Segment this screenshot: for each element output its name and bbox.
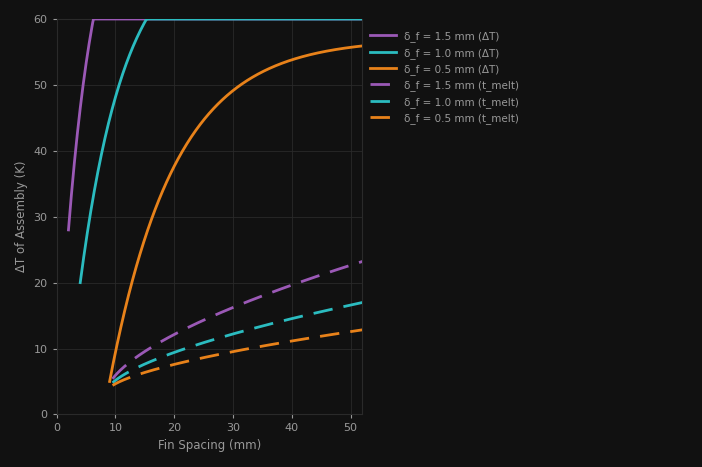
Y-axis label: ΔT of Assembly (K): ΔT of Assembly (K) — [15, 161, 28, 272]
X-axis label: Fin Spacing (mm): Fin Spacing (mm) — [158, 439, 261, 452]
Legend: δ_f = 1.5 mm (ΔT), δ_f = 1.0 mm (ΔT), δ_f = 0.5 mm (ΔT), δ_f = 1.5 mm (t_melt), : δ_f = 1.5 mm (ΔT), δ_f = 1.0 mm (ΔT), δ_… — [366, 27, 523, 128]
